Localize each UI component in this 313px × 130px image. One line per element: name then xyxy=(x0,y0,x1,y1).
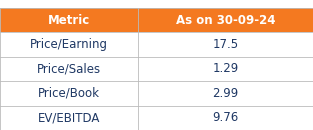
Bar xyxy=(0,32,138,57)
Bar xyxy=(138,8,313,32)
Bar xyxy=(138,106,313,130)
Text: 1.29: 1.29 xyxy=(212,62,239,75)
Bar xyxy=(0,8,138,32)
Text: Price/Earning: Price/Earning xyxy=(30,38,108,51)
Text: 17.5: 17.5 xyxy=(212,38,239,51)
Bar xyxy=(138,81,313,106)
Text: 9.76: 9.76 xyxy=(212,111,239,124)
Text: EV/EBITDA: EV/EBITDA xyxy=(38,111,100,124)
Text: Price/Book: Price/Book xyxy=(38,87,100,100)
Bar xyxy=(0,106,138,130)
Text: Price/Sales: Price/Sales xyxy=(37,62,101,75)
Bar xyxy=(0,57,138,81)
Text: 2.99: 2.99 xyxy=(212,87,239,100)
Bar xyxy=(138,57,313,81)
Bar xyxy=(0,81,138,106)
Text: Metric: Metric xyxy=(48,14,90,27)
Text: As on 30-09-24: As on 30-09-24 xyxy=(176,14,275,27)
Bar xyxy=(138,32,313,57)
